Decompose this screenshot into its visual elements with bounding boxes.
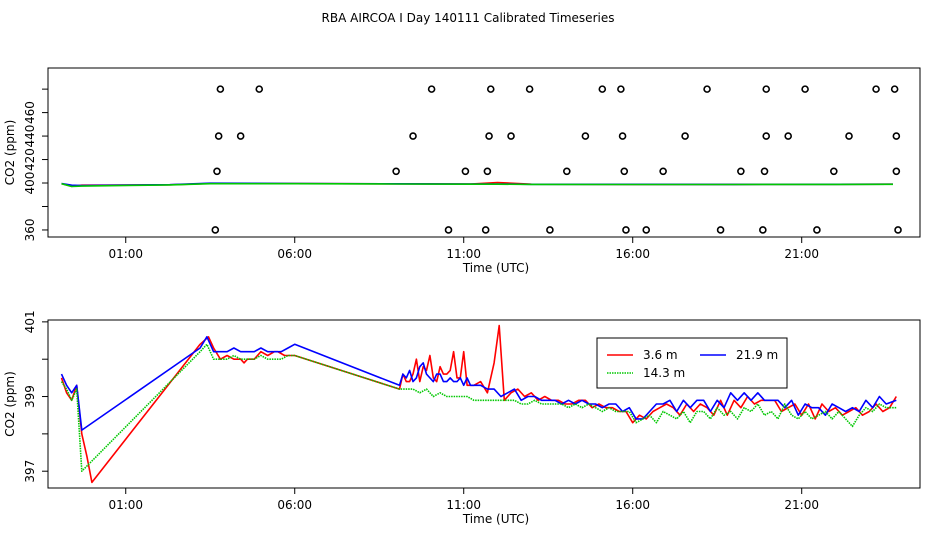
data-point — [483, 167, 492, 176]
data-point — [598, 85, 607, 93]
data-point — [444, 226, 453, 234]
series-line-21-9-m — [60, 335, 897, 431]
x-tick-label: 11:00 — [446, 247, 481, 261]
y-axis-label: CO2 (ppm) — [3, 371, 17, 437]
data-point — [759, 226, 767, 234]
data-point — [894, 226, 902, 234]
data-point — [617, 85, 625, 93]
data-point — [892, 132, 901, 140]
series-line-14-3-m — [61, 182, 894, 188]
y-tick-label: 399 — [23, 385, 37, 408]
plot-frame — [47, 319, 921, 489]
data-point — [214, 132, 223, 140]
data-point — [813, 226, 821, 234]
series-line-14-3-m — [60, 343, 897, 473]
data-point — [760, 167, 769, 176]
data-point — [525, 85, 534, 93]
y-tick-label: 401 — [23, 310, 37, 333]
data-point — [211, 226, 220, 234]
plot-area — [61, 85, 902, 234]
data-point — [236, 132, 245, 140]
data-point — [427, 85, 436, 93]
plot-frame — [47, 67, 921, 238]
legend-label: 3.6 m — [643, 348, 678, 362]
figure-title: RBA AIRCOA I Day 140111 Calibrated Times… — [322, 11, 615, 25]
data-point — [461, 167, 470, 176]
data-point — [481, 226, 490, 234]
x-tick-label: 16:00 — [615, 247, 650, 261]
data-point — [681, 132, 689, 140]
data-point — [392, 167, 400, 176]
x-tick-label: 21:00 — [784, 247, 819, 261]
data-point — [486, 85, 495, 93]
data-point — [890, 85, 899, 93]
data-point — [618, 132, 627, 140]
data-point — [409, 132, 417, 140]
data-point — [622, 226, 630, 234]
data-point — [703, 85, 711, 93]
legend-box — [596, 337, 788, 389]
x-axis-label: Time (UTC) — [462, 261, 529, 275]
data-point — [216, 85, 225, 93]
data-point — [845, 132, 853, 140]
plot-area — [60, 324, 897, 484]
y-tick-label: 440 — [23, 125, 37, 148]
y-axis-label: CO2 (ppm) — [3, 120, 17, 186]
legend: 3.6 m 21.9 m 14.3 m — [596, 337, 788, 389]
x-tick-label: 16:00 — [615, 498, 650, 512]
data-point — [213, 167, 221, 176]
x-tick-label: 11:00 — [446, 498, 481, 512]
y-tick-label: 360 — [23, 219, 37, 242]
data-point — [581, 132, 590, 140]
data-point — [830, 167, 838, 176]
legend-label: 21.9 m — [736, 348, 778, 362]
data-point — [892, 167, 901, 176]
x-tick-label: 01:00 — [108, 247, 143, 261]
y-tick-label: 420 — [23, 148, 37, 171]
y-tick-label: 460 — [23, 101, 37, 124]
x-tick-label: 21:00 — [784, 498, 819, 512]
data-point — [563, 167, 571, 176]
x-tick-label: 01:00 — [108, 498, 143, 512]
data-point — [762, 85, 771, 93]
data-point — [507, 132, 515, 140]
data-point — [784, 132, 792, 140]
data-point — [737, 167, 745, 176]
data-point — [620, 167, 629, 176]
data-point — [659, 167, 667, 176]
data-point — [546, 226, 554, 234]
x-axis-label: Time (UTC) — [462, 512, 529, 526]
y-tick-label: 400 — [23, 172, 37, 195]
legend-label: 14.3 m — [643, 366, 685, 380]
panel-bottom: 01:00 06:00 11:00 16:00 21:00 Time (UTC) 397 39… — [3, 310, 921, 526]
x-tick-label: 06:00 — [277, 498, 312, 512]
data-point — [485, 132, 493, 140]
data-point — [762, 132, 771, 140]
panel-top: 01:00 06:00 11:00 16:00 21:00 Time (UTC) 360 40… — [3, 67, 921, 275]
y-tick-label: 397 — [23, 460, 37, 483]
data-point — [642, 226, 651, 234]
data-point — [801, 85, 809, 93]
data-point — [716, 226, 725, 234]
x-tick-label: 06:00 — [277, 247, 312, 261]
data-point — [872, 85, 880, 93]
data-point — [255, 85, 264, 93]
